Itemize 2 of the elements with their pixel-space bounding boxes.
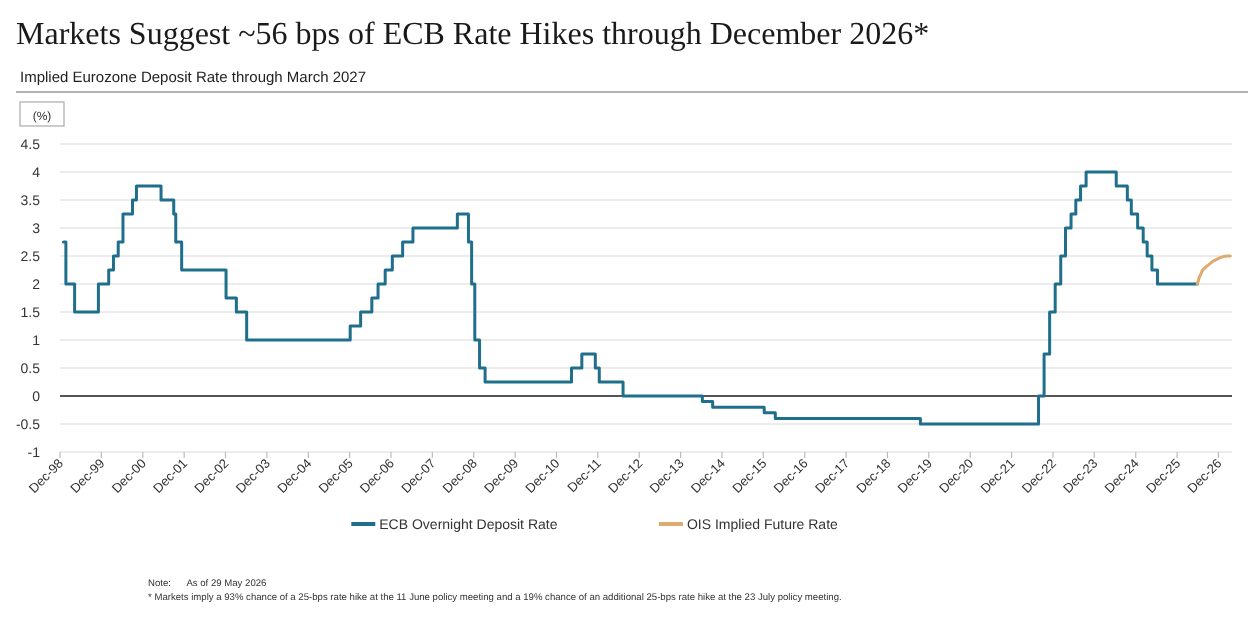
line-series xyxy=(1195,254,1232,286)
chart-title: Markets Suggest ~56 bps of ECB Rate Hikes through December 2026* xyxy=(16,18,930,52)
